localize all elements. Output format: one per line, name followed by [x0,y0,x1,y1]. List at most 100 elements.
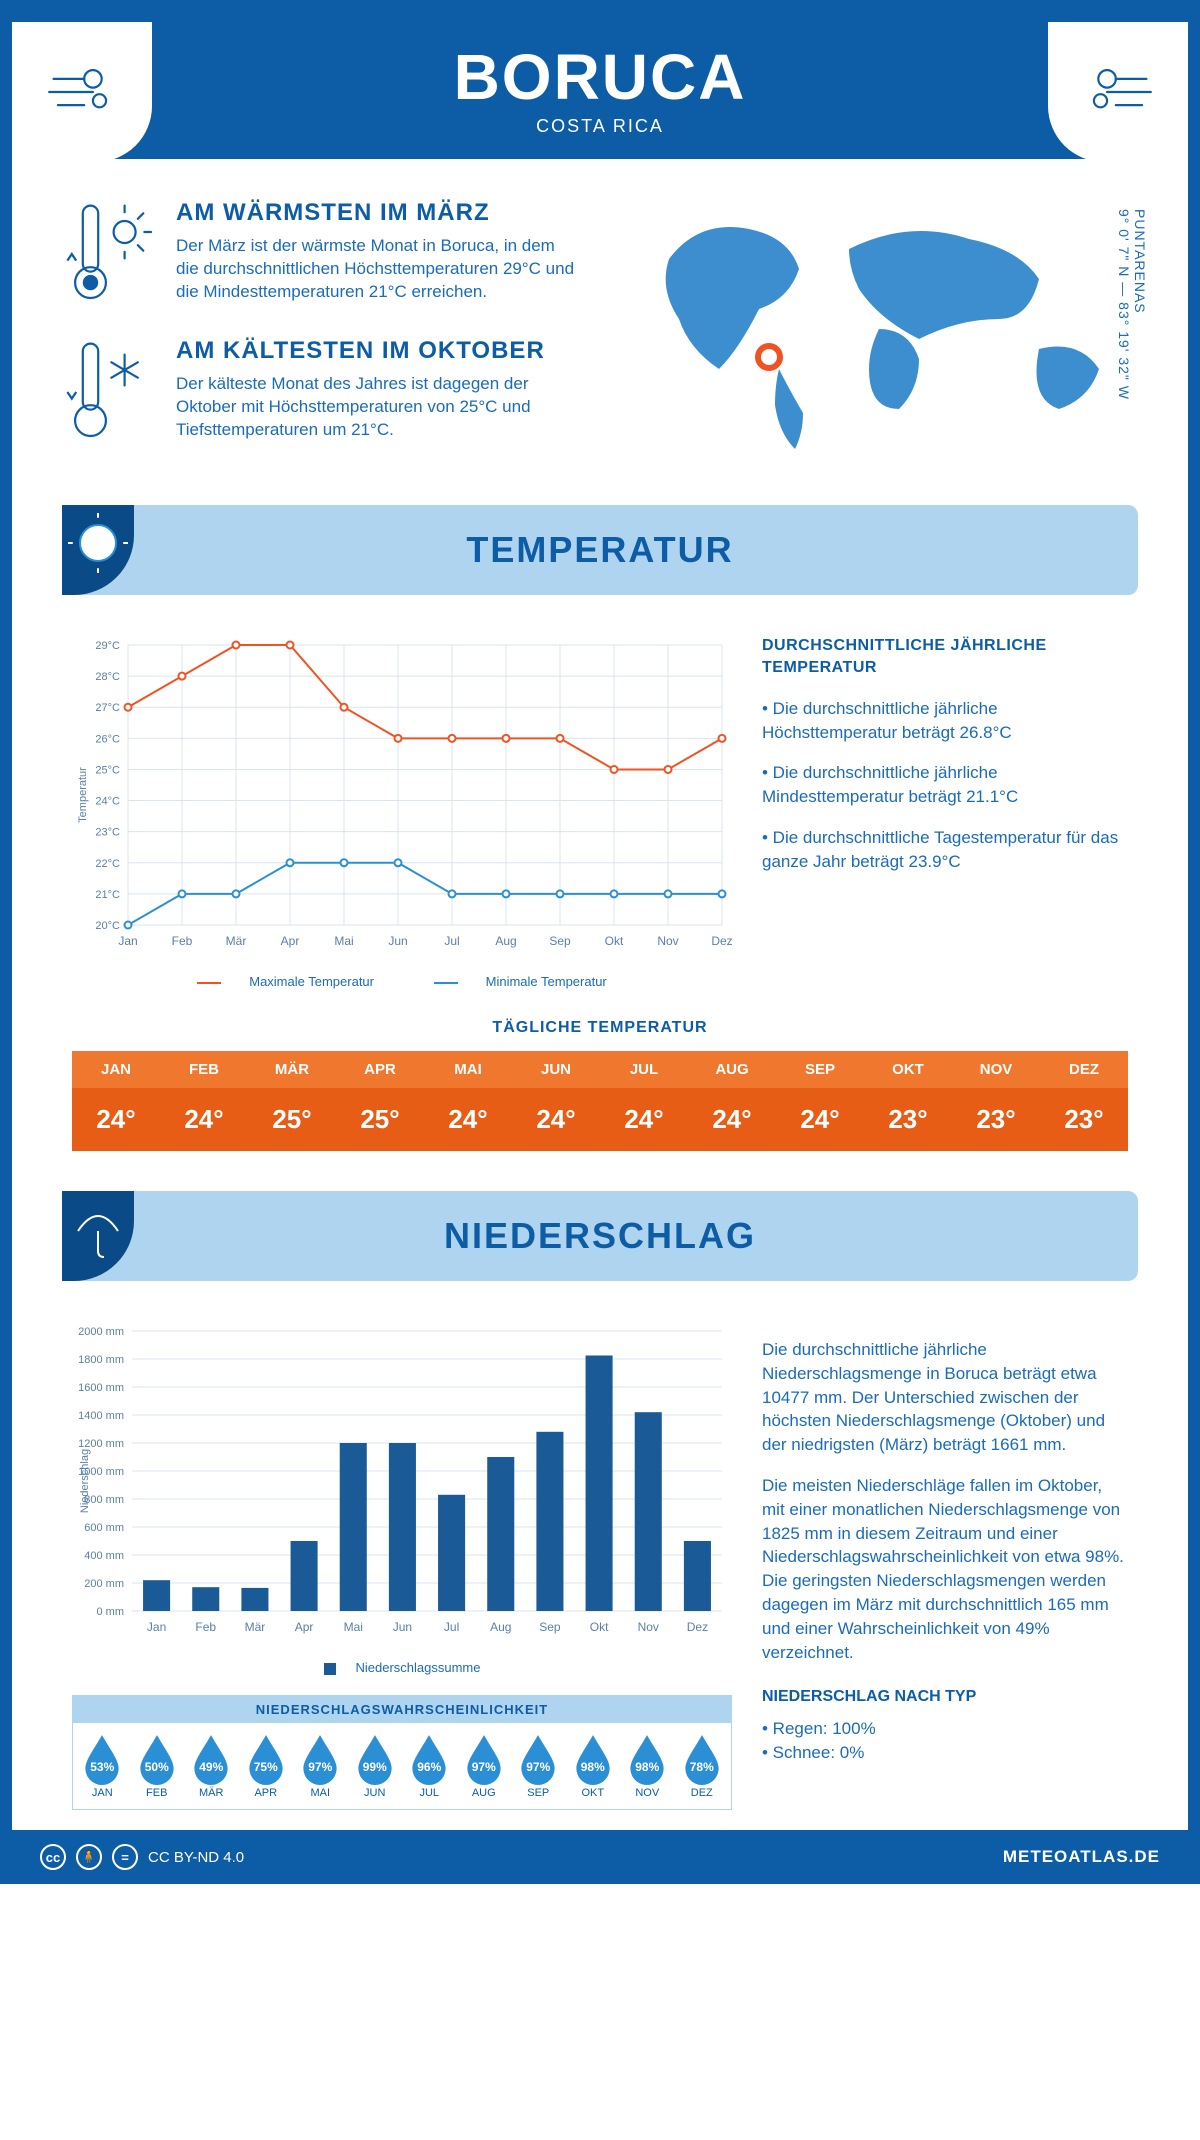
svg-text:26°C: 26°C [95,733,120,745]
daily-value: 24° [160,1088,248,1151]
svg-text:20°C: 20°C [95,920,120,932]
precip-type-heading: NIEDERSCHLAG NACH TYP [762,1686,1128,1708]
probability-cell: 97% AUG [459,1733,510,1799]
intro-row: AM WÄRMSTEN IM MÄRZ Der März ist der wär… [12,159,1188,495]
header: BORUCA COSTA RICA [12,12,1188,159]
daily-month: JUN [512,1051,600,1088]
daily-value: 24° [688,1088,776,1151]
drop-icon: 99% [353,1733,397,1785]
coords-label: 9° 0' 7" N — 83° 19' 32" W [1116,209,1132,400]
svg-text:Niederschlag: Niederschlag [79,1449,91,1513]
daily-value: 23° [864,1088,952,1151]
daily-month: AUG [688,1051,776,1088]
drop-icon: 97% [462,1733,506,1785]
warm-text: Der März ist der wärmste Monat in Boruca… [176,235,580,304]
daily-month: SEP [776,1051,864,1088]
drop-icon: 97% [298,1733,342,1785]
probability-cell: 99% JUN [350,1733,401,1799]
daily-value: 24° [72,1088,160,1151]
precipitation-chart-wrap: 0 mm200 mm400 mm600 mm800 mm1000 mm1200 … [72,1321,732,1810]
daily-value: 25° [248,1088,336,1151]
precipitation-heading: NIEDERSCHLAG [62,1215,1138,1257]
thermometer-sun-icon [62,199,152,309]
cold-heading: AM KÄLTESTEN IM OKTOBER [176,337,580,365]
drop-icon: 53% [80,1733,124,1785]
precipitation-legend: Niederschlagssumme [72,1660,732,1675]
temperature-line-chart: 20°C21°C22°C23°C24°C25°C26°C27°C28°C29°C… [72,635,732,955]
probability-cell: 50% FEB [132,1733,183,1799]
svg-text:Jul: Jul [444,934,459,948]
intro-left: AM WÄRMSTEN IM MÄRZ Der März ist der wär… [62,199,580,475]
probability-cell: 98% NOV [622,1733,673,1799]
daily-temp-table: JANFEBMÄRAPRMAIJUNJULAUGSEPOKTNOVDEZ24°2… [72,1051,1128,1151]
temperature-banner: TEMPERATUR [62,505,1138,595]
daily-month: NOV [952,1051,1040,1088]
probability-title: NIEDERSCHLAGSWAHRSCHEINLICHKEIT [73,1696,731,1723]
svg-text:Okt: Okt [590,1620,609,1634]
svg-text:Dez: Dez [687,1620,708,1634]
svg-text:25°C: 25°C [95,764,120,776]
svg-text:21°C: 21°C [95,889,120,901]
license: cc 🧍 = CC BY-ND 4.0 [40,1844,244,1870]
daily-month: OKT [864,1051,952,1088]
daily-value: 23° [952,1088,1040,1151]
sun-icon [62,505,134,595]
umbrella-icon [62,1191,134,1281]
coordinates: PUNTARENAS 9° 0' 7" N — 83° 19' 32" W [1116,209,1148,400]
temperature-body: 20°C21°C22°C23°C24°C25°C26°C27°C28°C29°C… [12,595,1188,989]
daily-value: 24° [424,1088,512,1151]
daily-month: DEZ [1040,1051,1128,1088]
probability-cell: 78% DEZ [677,1733,728,1799]
svg-text:1400 mm: 1400 mm [78,1410,124,1422]
temp-bullet-2: • Die durchschnittliche jährliche Mindes… [762,761,1128,809]
precipitation-body: 0 mm200 mm400 mm600 mm800 mm1000 mm1200 … [12,1281,1188,1830]
svg-text:Aug: Aug [490,1620,511,1634]
probability-cell: 97% MAI [295,1733,346,1799]
svg-text:Mär: Mär [245,1620,266,1634]
drop-icon: 97% [516,1733,560,1785]
precip-para-1: Die durchschnittliche jährliche Niedersc… [762,1338,1128,1457]
probability-cell: 97% SEP [513,1733,564,1799]
precip-para-2: Die meisten Niederschläge fallen im Okto… [762,1474,1128,1664]
footer: cc 🧍 = CC BY-ND 4.0 METEOATLAS.DE [12,1830,1188,1884]
drop-icon: 98% [625,1733,669,1785]
svg-text:1200 mm: 1200 mm [78,1438,124,1450]
temperature-heading: TEMPERATUR [62,529,1138,571]
temp-bullet-3: • Die durchschnittliche Tagestemperatur … [762,826,1128,874]
svg-text:2000 mm: 2000 mm [78,1326,124,1338]
region-label: PUNTARENAS [1132,209,1148,314]
svg-text:400 mm: 400 mm [84,1550,124,1562]
probability-cell: 96% JUL [404,1733,455,1799]
svg-text:1800 mm: 1800 mm [78,1354,124,1366]
svg-text:23°C: 23°C [95,827,120,839]
daily-month: APR [336,1051,424,1088]
temp-bullet-1: • Die durchschnittliche jährliche Höchst… [762,697,1128,745]
thermometer-snow-icon [62,337,152,447]
svg-text:Nov: Nov [657,934,678,948]
svg-text:Mai: Mai [344,1620,363,1634]
svg-text:Sep: Sep [549,934,571,948]
nd-icon: = [112,1844,138,1870]
svg-text:Jan: Jan [147,1620,166,1634]
daily-month: JUL [600,1051,688,1088]
daily-month: MÄR [248,1051,336,1088]
cc-icon: cc [40,1844,66,1870]
drop-icon: 78% [680,1733,724,1785]
svg-text:22°C: 22°C [95,858,120,870]
svg-text:Jan: Jan [118,934,137,948]
svg-text:28°C: 28°C [95,671,120,683]
warmest-fact: AM WÄRMSTEN IM MÄRZ Der März ist der wär… [62,199,580,309]
svg-text:27°C: 27°C [95,702,120,714]
svg-text:Okt: Okt [605,934,624,948]
precip-snow: • Schnee: 0% [762,1741,1128,1765]
drop-icon: 98% [571,1733,615,1785]
svg-text:24°C: 24°C [95,796,120,808]
svg-text:Sep: Sep [539,1620,561,1634]
svg-text:Aug: Aug [495,934,516,948]
precip-rain: • Regen: 100% [762,1717,1128,1741]
probability-box: NIEDERSCHLAGSWAHRSCHEINLICHKEIT 53% JAN … [72,1695,732,1810]
daily-value: 24° [776,1088,864,1151]
svg-text:Jul: Jul [444,1620,459,1634]
temp-summary-heading: DURCHSCHNITTLICHE JÄHRLICHE TEMPERATUR [762,635,1128,680]
daily-value: 25° [336,1088,424,1151]
